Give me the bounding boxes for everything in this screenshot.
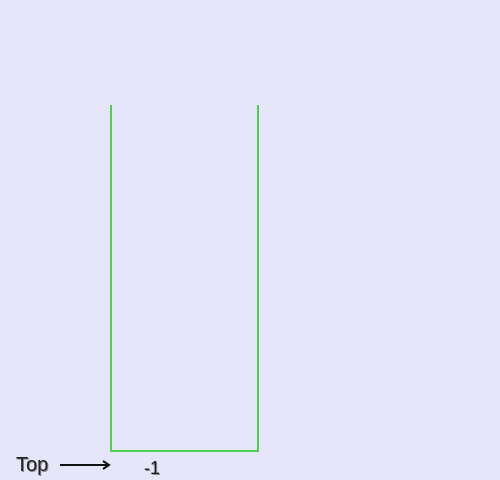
arrow-right-icon — [60, 460, 111, 470]
top-pointer-label: Top — [16, 454, 49, 476]
top-index-value: -1 — [144, 458, 161, 478]
stack-container — [110, 105, 259, 452]
